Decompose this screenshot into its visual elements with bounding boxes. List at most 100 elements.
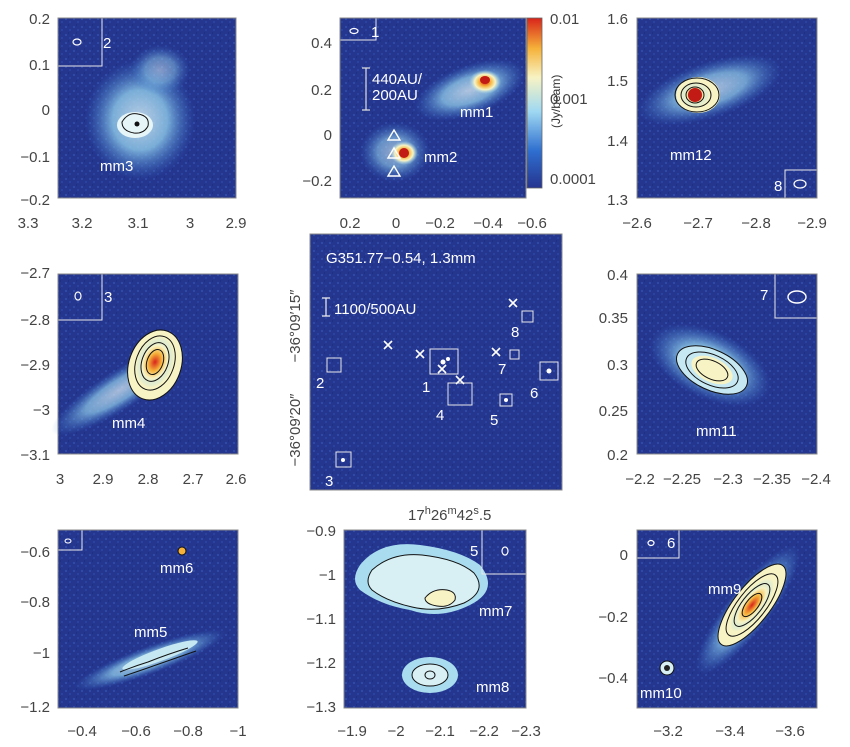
- panel-region-2: 2 mm3 0.2 0.1 0 −0.1 −0.2 3.3 3.2 3.1 3 …: [18, 11, 247, 232]
- colorbar-tick: 0.001: [550, 91, 588, 108]
- y-tick: −1: [319, 567, 336, 584]
- x-tick: −0.4: [473, 215, 503, 232]
- y-tick: 1.5: [607, 73, 628, 90]
- x-tick: −0.6: [121, 723, 151, 740]
- source-label-mm3: mm3: [100, 158, 133, 175]
- ra-fraction: .5: [479, 507, 492, 524]
- region-label: 6: [530, 385, 538, 402]
- x-tick: −3.2: [653, 723, 683, 740]
- y-tick: 1.4: [607, 133, 628, 150]
- y-tick: 0: [620, 547, 628, 564]
- panel-region-8: 8 mm12 1.6 1.5 1.4 1.3 −2.6 −2.7 −2.8 −2…: [607, 11, 827, 232]
- panel-region-6: 6 mm9 mm10 0 −0.2 −0.4 −3.2 −3.4 −3.6: [598, 529, 818, 740]
- panel-id: 8: [774, 178, 782, 195]
- source-label-mm4: mm4: [112, 415, 145, 432]
- y-tick: 0: [42, 102, 50, 119]
- source-label-mm7: mm7: [479, 603, 512, 620]
- x-tick: −2.2: [625, 471, 655, 488]
- y-tick: −0.2: [20, 192, 50, 209]
- x-tick: 2.9: [226, 215, 247, 232]
- ra-s: s: [473, 505, 479, 517]
- x-tick: −2.4: [801, 471, 831, 488]
- x-tick: −0.4: [67, 723, 97, 740]
- source-label-mm8: mm8: [476, 679, 509, 696]
- x-tick: 2.7: [183, 471, 204, 488]
- source-label-mm9: mm9: [708, 581, 741, 598]
- x-tick: −1: [229, 723, 246, 740]
- panel-id: 5: [470, 543, 478, 560]
- panel-id: 7: [760, 287, 768, 304]
- y-tick: −1: [33, 645, 50, 662]
- ra-m: m: [448, 505, 457, 517]
- overview-scale-label: 1100/500AU: [334, 301, 416, 318]
- x-tick: −3.6: [775, 723, 805, 740]
- y-tick: 0.2: [311, 82, 332, 99]
- ra-minutes: 26: [431, 507, 448, 524]
- x-tick: −2: [387, 723, 404, 740]
- y-tick: −0.8: [20, 594, 50, 611]
- x-tick: −2.2: [469, 723, 499, 740]
- y-tick: −0.4: [598, 670, 628, 687]
- scale-bar-label: 200AU: [372, 87, 418, 104]
- x-tick: −2.9: [797, 215, 827, 232]
- y-tick: −1.3: [306, 699, 336, 716]
- y-tick: 1.3: [607, 192, 628, 209]
- ra-tick: 17h26m42s.5: [408, 505, 491, 524]
- y-tick: −1.2: [306, 655, 336, 672]
- x-tick: −0.2: [425, 215, 455, 232]
- y-tick: 0.25: [599, 403, 628, 420]
- y-tick: −0.2: [302, 173, 332, 190]
- ra-hours: 17: [408, 507, 425, 524]
- x-tick: 3.2: [72, 215, 93, 232]
- panel-region-7: 7 mm11 0.4 0.35 0.3 0.25 0.2 −2.2 −2.25 …: [599, 267, 831, 488]
- x-tick: 0: [392, 215, 400, 232]
- panel-region-3: 3 mm4 −2.7 −2.8 −2.9 −3 −3.1 3 2.9 2.8 2…: [20, 265, 246, 488]
- x-tick: −3.4: [715, 723, 745, 740]
- region-labels: 1 2 3 4 5 6 7 8: [316, 324, 538, 490]
- x-tick: 2.9: [93, 471, 114, 488]
- region-label: 5: [490, 412, 498, 429]
- dec-tick: −36°09′20″: [287, 393, 304, 467]
- colorbar-tick: 0.01: [550, 11, 579, 28]
- region-label: 4: [436, 407, 444, 424]
- x-tick: −2.6: [622, 215, 652, 232]
- x-tick: 3: [56, 471, 64, 488]
- region-label: 2: [316, 375, 324, 392]
- x-tick: 3.1: [128, 215, 149, 232]
- source-label-mm6: mm6: [160, 560, 193, 577]
- y-tick: −0.9: [306, 523, 336, 540]
- ra-seconds: 42: [457, 507, 474, 524]
- y-tick: −0.6: [20, 544, 50, 561]
- region-label: 8: [511, 324, 519, 341]
- dec-tick: −36°09′15″: [287, 289, 304, 363]
- x-tick: −2.3: [713, 471, 743, 488]
- y-tick: 0.2: [29, 11, 50, 28]
- x-tick: −0.8: [173, 723, 203, 740]
- x-tick: −2.3: [511, 723, 541, 740]
- source-label-mm10: mm10: [640, 685, 682, 702]
- panel-id: 3: [104, 289, 112, 306]
- overview-title: G351.77−0.54, 1.3mm: [326, 250, 476, 267]
- y-tick: −2.7: [20, 265, 50, 282]
- x-tick: 2.6: [226, 471, 247, 488]
- region-label: 7: [498, 361, 506, 378]
- x-tick: −2.25: [663, 471, 701, 488]
- y-tick: −0.2: [598, 609, 628, 626]
- cross-markers: [383, 298, 518, 385]
- panel-id: 6: [667, 535, 675, 552]
- panel-region-5: 5 mm7 mm8 −0.9 −1 −1.1 −1.2 −1.3 −1.9 −2…: [306, 523, 540, 740]
- y-tick: 0.4: [607, 267, 628, 284]
- y-tick: −2.8: [20, 312, 50, 329]
- x-tick: −2.35: [753, 471, 791, 488]
- y-tick: 0.3: [607, 357, 628, 374]
- x-tick: 0.2: [340, 215, 361, 232]
- source-label-mm5: mm5: [134, 624, 167, 641]
- scale-bar-label: 440AU/: [372, 71, 423, 88]
- source-label-mm11: mm11: [696, 423, 737, 440]
- x-tick: −2.1: [425, 723, 455, 740]
- source-label-mm12: mm12: [670, 147, 712, 164]
- x-tick: 2.8: [138, 471, 159, 488]
- source-label-mm1: mm1: [460, 104, 493, 121]
- x-tick: −0.6: [517, 215, 547, 232]
